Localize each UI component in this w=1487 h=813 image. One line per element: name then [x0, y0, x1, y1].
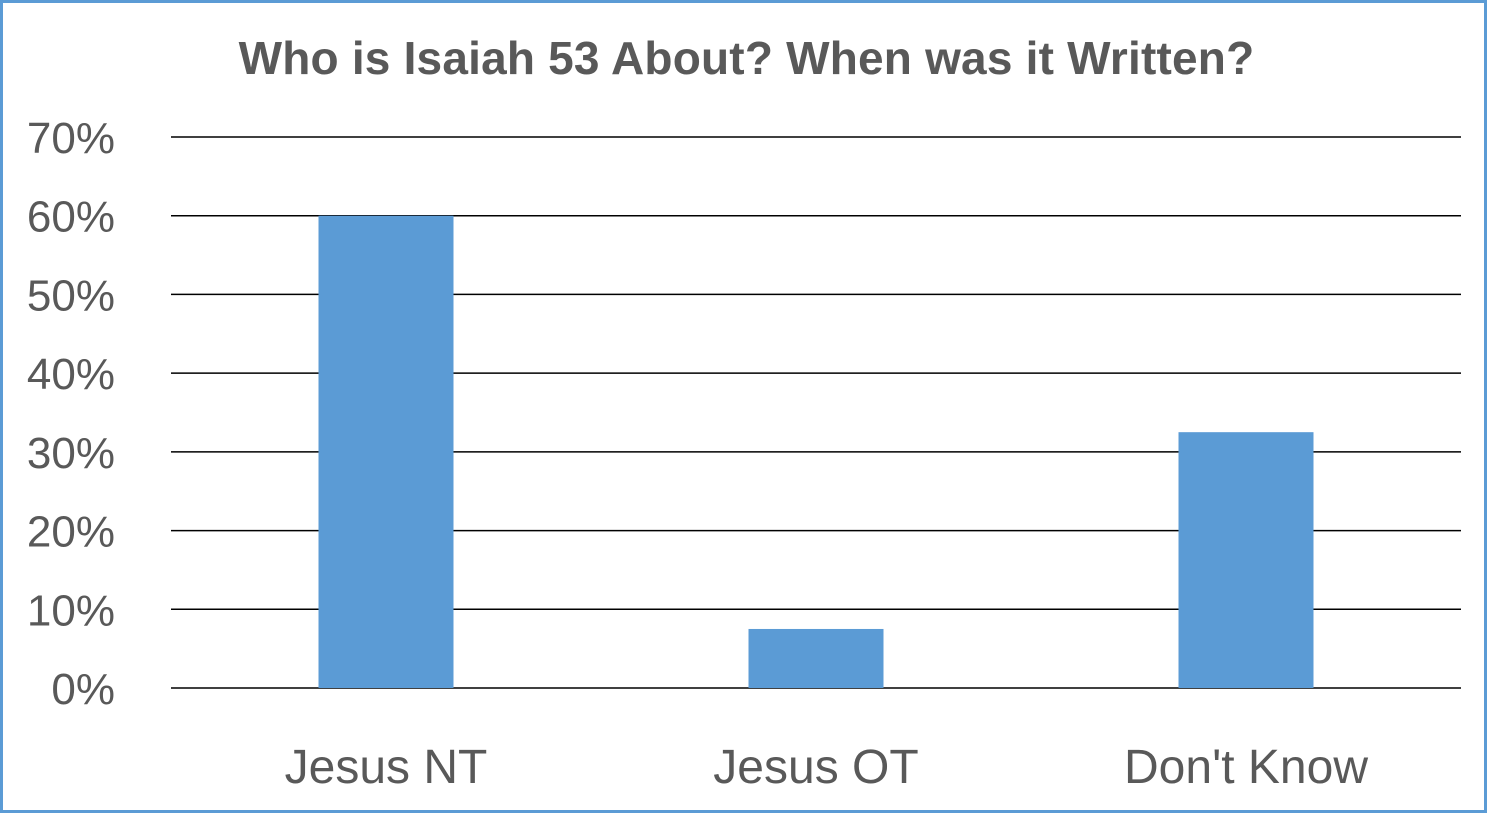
y-tick-label: 10% [27, 586, 115, 635]
y-tick-label: 20% [27, 508, 115, 557]
y-tick-label: 70% [27, 114, 115, 163]
y-axis-ticks: 0% 10% 20% 30% 40% 50% 60% 70% [27, 114, 115, 714]
y-tick-label: 40% [27, 350, 115, 399]
y-tick-label: 30% [27, 429, 115, 478]
category-label: Jesus OT [713, 741, 918, 794]
y-tick-label: 50% [27, 271, 115, 320]
bar-2 [1178, 432, 1314, 688]
bar-1 [748, 628, 884, 688]
bar-0 [318, 215, 454, 688]
bars [318, 215, 1314, 688]
y-tick-label: 60% [27, 193, 115, 242]
category-label: Jesus NT [285, 741, 488, 794]
bar-chart: 0% 10% 20% 30% 40% 50% 60% 70% Jesus NT Jesus OT… [27, 114, 1461, 794]
x-axis-categories: Jesus NT Jesus OT Don't Know [285, 741, 1369, 794]
category-label: Don't Know [1124, 741, 1368, 794]
chart-title: Who is Isaiah 53 About? When was it Writ… [238, 32, 1255, 84]
y-tick-label: 0% [51, 665, 115, 714]
